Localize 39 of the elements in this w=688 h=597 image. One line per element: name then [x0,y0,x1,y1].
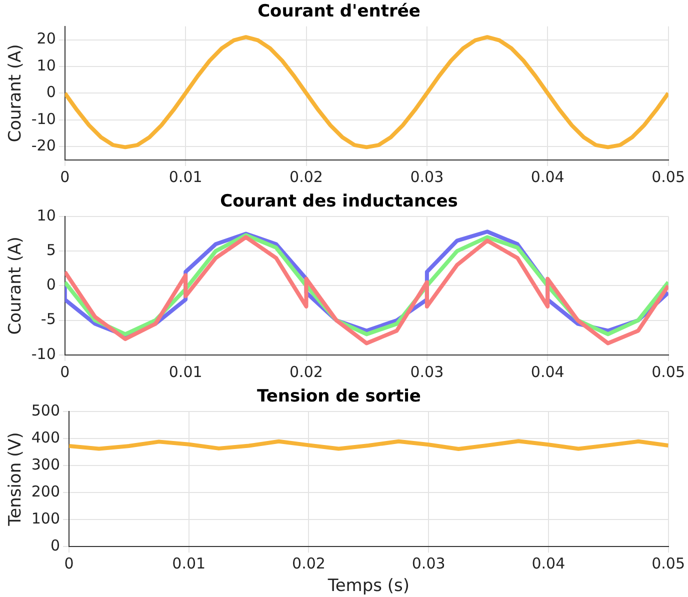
x-tick-label: 0.05 [652,168,686,186]
y-tick-label: -10 [31,344,56,363]
y-tick-label: 20 [36,30,56,48]
x-tick-label: 0.02 [290,168,323,186]
y-tick-label: -10 [31,110,56,128]
x-axis-title: Temps (s) [326,576,410,596]
chart-title: Tension de sortie [257,386,421,407]
y-tick-label: 300 [31,455,60,474]
x-tick-label: 0.04 [530,168,564,186]
y-axis-title: Tension (V) [6,432,26,527]
x-tick-label: 0.01 [168,362,202,381]
chart-title: Courant d'entrée [258,2,420,22]
y-tick-label: 5 [46,240,56,259]
y-tick-label: 10 [36,56,56,74]
x-tick-label: 0.04 [530,362,564,381]
x-tick-label: 0.03 [412,554,446,572]
y-tick-label: -20 [31,136,56,155]
y-tick-label: 0 [46,83,56,102]
y-axis-title: Courant (A) [6,236,26,335]
x-tick-label: 0 [64,554,74,572]
y-tick-label: 500 [31,401,60,420]
y-tick-label: 0 [46,276,56,294]
x-tick-label: 0.03 [410,362,444,381]
x-tick-label: 0.05 [652,554,686,572]
x-tick-label: 0.01 [172,554,206,572]
x-tick-label: 0.04 [532,554,566,572]
x-tick-label: 0.05 [652,362,686,381]
y-axis-title: Courant (A) [6,44,26,142]
y-tick-label: 400 [31,428,60,446]
x-tick-label: 0.02 [292,554,326,572]
x-tick-label: 0.03 [410,168,444,186]
y-tick-label: 200 [31,482,60,500]
y-tick-label: -5 [40,310,56,328]
y-tick-label: 100 [31,509,60,528]
chart-title: Courant des inductances [220,192,458,212]
x-tick-label: 0.01 [168,168,202,186]
x-tick-label: 0.02 [290,362,323,381]
y-tick-label: 0 [50,536,60,554]
y-tick-label: 10 [36,206,56,224]
